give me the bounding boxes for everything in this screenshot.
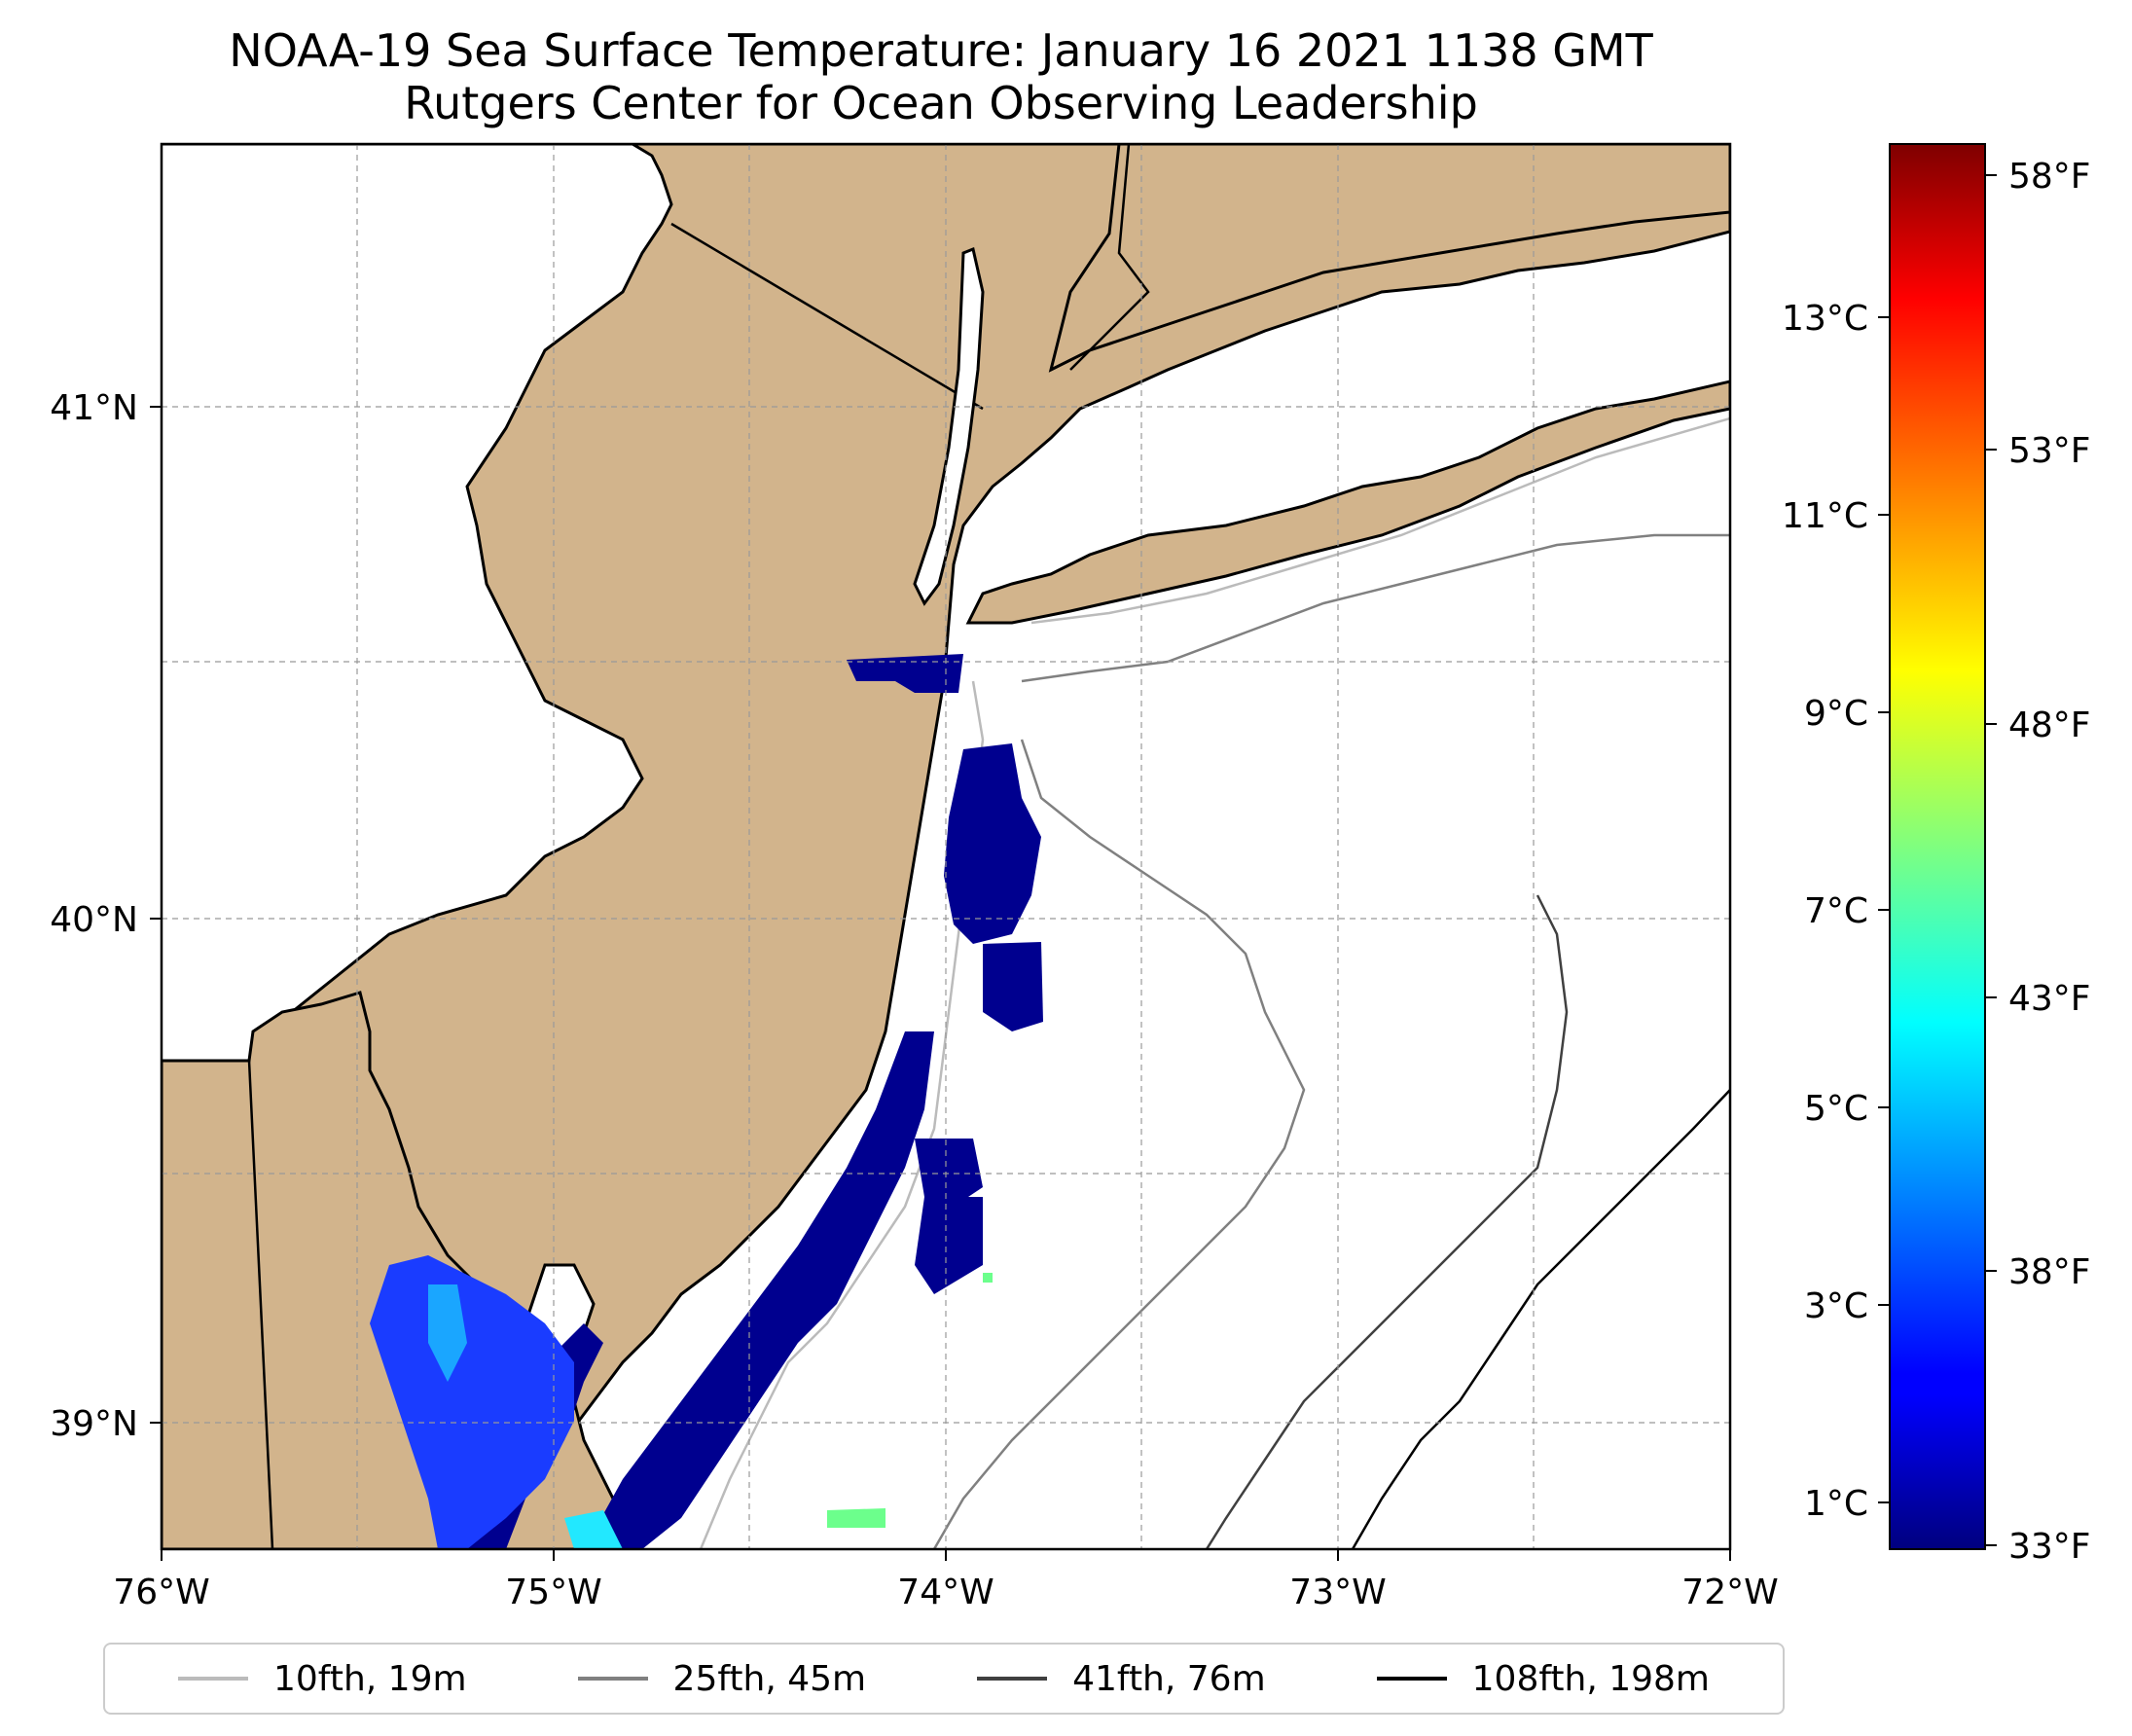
x-tick-label: 74°W bbox=[897, 1573, 994, 1612]
contour-legend: 10fth, 19m 25fth, 45m 41fth, 76m 108fth,… bbox=[103, 1643, 1785, 1715]
hudson-river bbox=[913, 246, 985, 606]
colorbar-fahrenheit-label: 43°F bbox=[2008, 979, 2091, 1019]
x-tick-label: 73°W bbox=[1289, 1573, 1386, 1612]
colorbar-celsius-label: 11°C bbox=[1782, 496, 1868, 536]
colorbar-celsius-ticks bbox=[1878, 316, 1890, 1503]
colorbar-fahrenheit-label: 58°F bbox=[2008, 157, 2091, 197]
colorbar-fahrenheit-ticks bbox=[1985, 174, 1997, 1546]
land-connecticut bbox=[1048, 144, 1730, 373]
colorbar-celsius-label: 1°C bbox=[1804, 1484, 1868, 1524]
legend-line-swatch bbox=[1376, 1677, 1447, 1681]
x-tick-label: 76°W bbox=[113, 1573, 209, 1612]
colorbar-celsius-label: 9°C bbox=[1804, 694, 1868, 734]
colorbar-fahrenheit-label: 48°F bbox=[2008, 705, 2091, 745]
state-boundary bbox=[162, 1059, 274, 1549]
colorbar-celsius-label: 5°C bbox=[1804, 1089, 1868, 1129]
contour-25fth bbox=[932, 533, 1730, 1549]
land-long-island bbox=[965, 380, 1730, 625]
colorbar-celsius-label: 13°C bbox=[1782, 299, 1868, 339]
map-subtitle: Rutgers Center for Ocean Observing Leade… bbox=[404, 77, 1478, 129]
colorbar bbox=[1889, 143, 1986, 1550]
legend-label: 10fth, 19m bbox=[273, 1658, 467, 1699]
y-tick-label: 39°N bbox=[50, 1404, 138, 1444]
legend-line-swatch bbox=[178, 1677, 248, 1681]
legend-line-swatch bbox=[577, 1677, 648, 1681]
legend-label: 41fth, 76m bbox=[1072, 1658, 1266, 1699]
colorbar-fahrenheit-label: 38°F bbox=[2008, 1252, 2091, 1292]
gridlines bbox=[162, 144, 1730, 1549]
legend-item: 41fth, 76m bbox=[977, 1659, 1266, 1699]
colorbar-fahrenheit-label: 53°F bbox=[2008, 431, 2091, 471]
colorbar-fahrenheit-label: 33°F bbox=[2008, 1527, 2091, 1567]
x-tick-label: 75°W bbox=[505, 1573, 601, 1612]
axis-ticks bbox=[150, 406, 1731, 1561]
map-title: NOAA-19 Sea Surface Temperature: January… bbox=[229, 24, 1653, 77]
legend-line-swatch bbox=[977, 1677, 1048, 1681]
y-tick-label: 40°N bbox=[50, 900, 138, 940]
state-boundary bbox=[670, 222, 984, 411]
contour-108fth bbox=[1351, 1089, 1730, 1549]
legend-label: 25fth, 45m bbox=[672, 1658, 867, 1699]
legend-label: 108fth, 198m bbox=[1471, 1658, 1710, 1699]
legend-item: 10fth, 19m bbox=[178, 1659, 467, 1699]
x-tick-label: 72°W bbox=[1681, 1573, 1778, 1612]
sst-data bbox=[370, 654, 1043, 1549]
colorbar-celsius-label: 3°C bbox=[1804, 1286, 1868, 1326]
contour-41fth bbox=[1205, 894, 1569, 1549]
y-tick-label: 41°N bbox=[50, 388, 138, 428]
legend-item: 25fth, 45m bbox=[577, 1658, 867, 1699]
colorbar-celsius-label: 7°C bbox=[1804, 891, 1868, 931]
state-boundary bbox=[1069, 144, 1150, 371]
legend-item: 108fth, 198m bbox=[1376, 1658, 1710, 1699]
